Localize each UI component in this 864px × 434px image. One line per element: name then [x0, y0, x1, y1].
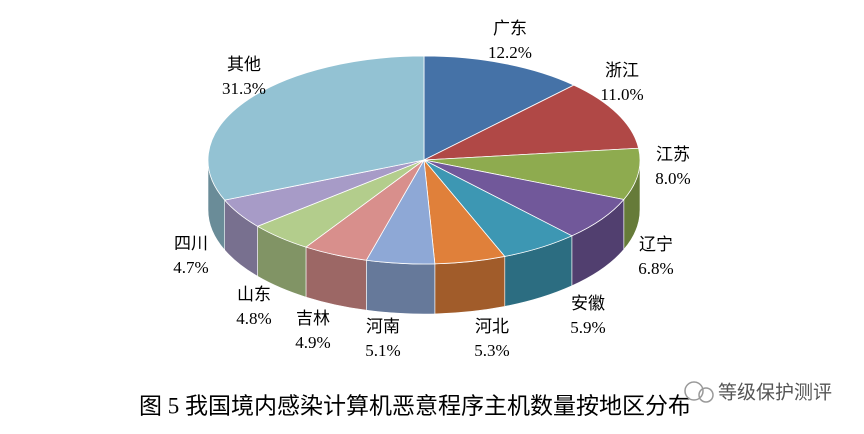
pie-sides	[207, 159, 641, 315]
slice-value-label: 12.2%	[488, 43, 532, 62]
slice-name: 其他	[227, 55, 261, 74]
slice-value-label: 4.8%	[236, 309, 271, 328]
slice-name: 吉林	[296, 309, 330, 328]
slice-name: 江苏	[656, 145, 690, 164]
caption: 图 5 我国境内感染计算机恶意程序主机数量按地区分布	[139, 393, 691, 418]
slice-value-label: 4.9%	[295, 333, 330, 352]
slice-value-label: 5.1%	[365, 341, 400, 360]
slice-name: 四川	[174, 234, 208, 253]
slice-name: 广东	[493, 19, 527, 38]
slice-name: 山东	[237, 285, 271, 304]
slice-name: 河北	[475, 317, 509, 336]
slice-value-label: 11.0%	[600, 85, 643, 104]
slice-value-label: 5.3%	[474, 341, 509, 360]
slice-value-label: 31.3%	[222, 79, 266, 98]
slice-name: 安徽	[571, 294, 605, 313]
slice	[423, 147, 641, 200]
slice-value-label: 6.8%	[638, 259, 673, 278]
slice-value-label: 5.9%	[570, 318, 605, 337]
watermark: 等级保护测评	[718, 382, 832, 404]
slice-value-label: 4.7%	[173, 258, 208, 277]
slice-value-label: 8.0%	[655, 169, 690, 188]
slice	[423, 55, 575, 161]
slice	[207, 55, 425, 201]
slice-name: 浙江	[605, 61, 639, 80]
slice-side	[434, 256, 506, 315]
pie-tops	[207, 55, 641, 265]
labels: 广东 12.2% 浙江 11.0% 江苏 8.0% 辽宁 6.8% 安徽 5.9% 河北 5.3% 河南…	[173, 19, 690, 360]
slice-name: 河南	[366, 317, 400, 336]
slice-side	[366, 259, 436, 315]
slice-name: 辽宁	[639, 235, 673, 254]
slice	[423, 84, 640, 161]
watermark-icon	[684, 381, 714, 403]
